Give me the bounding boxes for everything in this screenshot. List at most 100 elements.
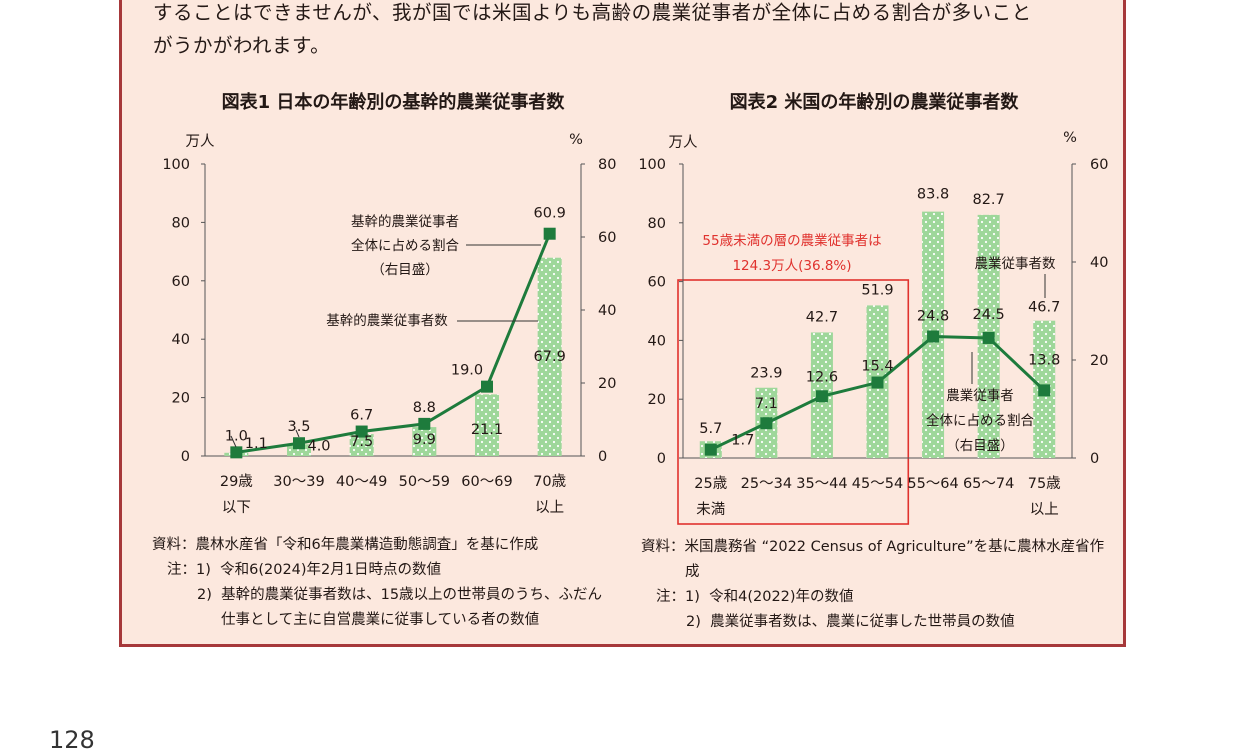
bar-value-label: 9.9 <box>413 432 436 448</box>
right-axis-tick-label: 40 <box>1090 255 1108 271</box>
line-series-label: 全体に占める割合 <box>926 412 1034 429</box>
right-axis-tick-label: 80 <box>598 157 616 173</box>
category-label: 45～54 <box>852 476 903 492</box>
line-marker <box>815 390 828 403</box>
line-marker <box>355 425 368 438</box>
category-label: 70歳 <box>533 473 566 490</box>
category-label: 75歳 <box>1028 475 1061 492</box>
intro-line-2: がうかがわれます。 <box>153 34 331 57</box>
bar-value-label: 1.1 <box>245 436 268 452</box>
line-series-label: （右目盛） <box>371 262 439 278</box>
category-label: 以下 <box>222 500 251 516</box>
bar-value-label: 46.7 <box>1028 300 1060 316</box>
right-axis-tick-label: 40 <box>598 303 616 319</box>
category-label: 未満 <box>696 501 725 518</box>
bar <box>349 434 374 456</box>
chart1-title: 図表1 日本の年齢別の基幹的農業従事者数 <box>221 92 565 113</box>
category-label: 以上 <box>1030 501 1059 518</box>
intro-text: することはできませんが、我が国では米国よりも高齢の農業従事者が全体に占める割合が… <box>153 0 1113 62</box>
line-marker <box>293 437 305 450</box>
bar <box>412 427 437 456</box>
line-value-label: 24.5 <box>972 307 1004 323</box>
bar-value-label: 83.8 <box>917 187 949 203</box>
category-label: 25～34 <box>741 476 792 492</box>
left-axis-tick-label: 60 <box>172 274 190 290</box>
left-axis-tick-label: 20 <box>648 392 666 408</box>
category-label: 40～49 <box>336 474 387 490</box>
category-label: 以上 <box>535 499 564 516</box>
right-axis-tick-label: 0 <box>1090 451 1099 467</box>
bar-value-label: 67.9 <box>534 349 566 365</box>
page-number: 128 <box>49 726 95 754</box>
line-value-label: 24.8 <box>917 308 949 324</box>
source-text: 成 <box>685 564 700 580</box>
line-marker <box>1038 384 1051 397</box>
note-number: 2) <box>197 587 212 603</box>
left-axis-tick-label: 40 <box>648 333 666 349</box>
chart1-notes: 資料：農林水産省「令和6年農業構造動態調査」を基に作成 注：1) 令和6(202… <box>152 533 602 633</box>
line-value-label: 60.9 <box>534 206 566 222</box>
label-leader <box>230 435 237 448</box>
source-text: 農林水産省「令和6年農業構造動態調査」を基に作成 <box>195 537 539 553</box>
left-axis-tick-label: 100 <box>638 157 666 173</box>
bar <box>537 257 562 456</box>
source-label: 資料： <box>152 537 196 553</box>
line-marker <box>760 417 773 430</box>
bar-value-label: 7.5 <box>350 434 373 450</box>
note-number: 1) <box>685 589 700 605</box>
line-value-label: 13.8 <box>1028 352 1060 368</box>
left-axis-tick-label: 100 <box>162 157 190 173</box>
highlight-box <box>677 279 910 525</box>
right-axis-tick-label: 20 <box>1090 353 1108 369</box>
bar-series-label: 農業従事者数 <box>975 256 1056 272</box>
right-axis-tick-label: 0 <box>598 449 607 465</box>
left-axis-tick-label: 80 <box>648 216 666 232</box>
note-number: 1) <box>196 562 211 578</box>
line-marker <box>230 446 243 459</box>
highlight-label: 55歳未満の層の農業従事者は <box>702 233 881 249</box>
line-series-label: 全体に占める割合 <box>351 237 459 254</box>
bar-value-label: 23.9 <box>750 366 782 382</box>
right-axis-unit: % <box>1063 130 1077 146</box>
bar-value-label: 5.7 <box>699 421 722 437</box>
line-value-label: 1.7 <box>731 433 754 449</box>
bar-value-label: 82.7 <box>972 192 1004 208</box>
bar-value-label: 21.1 <box>471 422 503 438</box>
category-label: 25歳 <box>694 475 727 492</box>
note-text: 仕事として主に自営農業に従事している者の数値 <box>221 612 540 628</box>
line-value-label: 3.5 <box>287 419 310 435</box>
line-value-label: 7.1 <box>755 396 778 412</box>
category-label: 30～39 <box>273 474 324 490</box>
category-label: 55～64 <box>907 476 958 492</box>
column-panel <box>119 0 1126 647</box>
line-marker <box>927 330 940 343</box>
category-label: 65～74 <box>963 476 1014 492</box>
line-marker <box>871 376 884 389</box>
bar <box>475 394 499 456</box>
right-axis-tick-label: 60 <box>598 230 616 246</box>
bar-value-label: 51.9 <box>861 282 893 298</box>
intro-line-1: することはできませんが、我が国では米国よりも高齢の農業従事者が全体に占める割合が… <box>153 1 1032 24</box>
line-marker <box>418 417 431 430</box>
line-series-label: 基幹的農業従事者 <box>351 213 459 230</box>
left-axis-tick-label: 0 <box>657 451 666 467</box>
bar-series-label: 基幹的農業従事者数 <box>326 312 448 329</box>
chart2-title: 図表2 米国の年齢別の農業従事者数 <box>729 92 1019 113</box>
left-axis-unit: 万人 <box>186 133 215 150</box>
left-axis-tick-label: 0 <box>181 449 190 465</box>
category-label: 50～59 <box>399 474 450 490</box>
note-text: 農業従事者数は、農業に従事した世帯員の数値 <box>710 614 1015 630</box>
bar-value-label: 4.0 <box>307 438 330 454</box>
note-number: 2) <box>686 614 701 630</box>
left-axis-tick-label: 80 <box>172 215 190 231</box>
right-axis-tick-label: 20 <box>598 376 616 392</box>
line-value-label: 8.8 <box>413 400 436 416</box>
highlight-label: 124.3万人(36.8%) <box>732 258 851 274</box>
line-value-label: 6.7 <box>350 408 373 424</box>
line-marker <box>704 443 717 456</box>
chart2-notes: 資料：米国農務省 “2022 Census of Agriculture”を基に… <box>641 535 1104 635</box>
line-value-label: 12.6 <box>806 369 838 385</box>
share-line <box>236 233 552 454</box>
